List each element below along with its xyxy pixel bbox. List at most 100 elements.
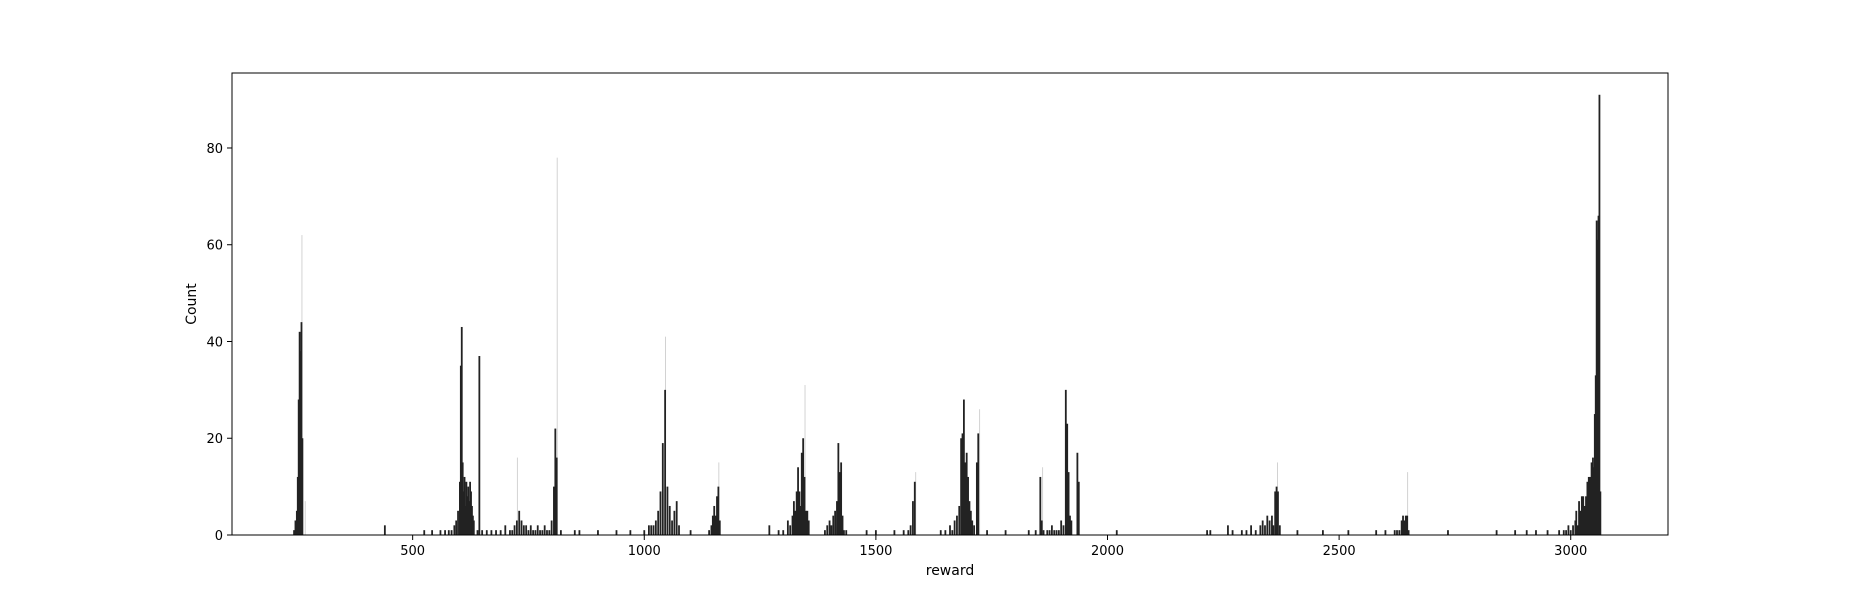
histogram-bar — [661, 443, 664, 535]
histogram-bar — [1277, 491, 1279, 535]
histogram-bar — [971, 520, 974, 535]
x-axis: 500 1000 1500 2000 2500 3000 — [400, 535, 1587, 559]
histogram-bar — [791, 515, 794, 535]
histogram-bar — [462, 491, 465, 535]
histogram-bar — [553, 486, 555, 535]
histogram-bar — [1027, 530, 1030, 535]
histogram-bar — [826, 525, 829, 535]
histogram-bar — [939, 530, 942, 535]
histogram-bar — [792, 501, 795, 535]
histogram-bar — [1546, 530, 1549, 535]
x-tick-label: 1500 — [859, 544, 892, 559]
histogram-bar — [1053, 530, 1056, 535]
histogram-bar — [1227, 525, 1229, 535]
faint-bar — [1042, 467, 1044, 535]
histogram-bar — [1407, 530, 1410, 535]
histogram-bar — [534, 530, 537, 535]
histogram-bar — [1576, 525, 1579, 535]
histogram-bar — [463, 476, 466, 535]
histogram-bar — [657, 510, 660, 535]
histogram-bar — [629, 530, 632, 535]
histogram-bar — [797, 467, 799, 535]
histogram-bar — [652, 525, 655, 535]
histogram-bar — [965, 452, 968, 535]
histogram-bar — [554, 428, 557, 535]
histogram-bar — [902, 530, 905, 535]
histogram-bar — [654, 520, 657, 535]
histogram-bar — [1209, 530, 1212, 535]
histogram-bar — [515, 520, 518, 535]
histogram-bar — [1393, 530, 1396, 535]
histogram-bar — [671, 520, 673, 535]
histogram-bar — [832, 515, 835, 535]
histogram-bar — [800, 452, 803, 535]
histogram-bar — [293, 530, 295, 535]
histogram-bar — [457, 510, 459, 535]
histogram-bar — [578, 530, 581, 535]
histogram-bar — [648, 525, 650, 535]
histogram-bar — [1402, 515, 1404, 535]
histogram-bar — [1583, 505, 1586, 535]
histogram-bar — [1060, 520, 1063, 535]
histogram-bar — [525, 525, 528, 535]
histogram-bar — [806, 510, 809, 535]
histogram-bar — [967, 476, 969, 535]
histogram-bar — [828, 520, 831, 535]
faint-bar — [516, 457, 518, 535]
histogram-bar — [1587, 476, 1590, 535]
histogram-bar — [1070, 520, 1073, 535]
histogram-bar — [643, 530, 646, 535]
histogram-bar — [893, 530, 896, 535]
histogram-bar — [1384, 530, 1387, 535]
histogram-bar — [1266, 515, 1269, 535]
histogram-bar — [1578, 501, 1580, 535]
histogram-bar — [513, 525, 516, 535]
histogram-bar — [527, 530, 530, 535]
histogram-bar — [543, 525, 546, 535]
histogram-bar — [986, 530, 988, 535]
histogram-bar — [541, 530, 544, 535]
histogram-bar — [453, 525, 456, 535]
histogram-bar — [1396, 530, 1398, 535]
histogram-bar — [1575, 510, 1578, 535]
histogram-bar — [499, 530, 502, 535]
histogram-bar — [843, 530, 845, 535]
histogram-bar — [1039, 476, 1042, 535]
histogram-bar — [1040, 520, 1043, 535]
histogram-bar — [1004, 530, 1007, 535]
histogram-bar — [973, 525, 975, 535]
histogram-bar — [1495, 530, 1498, 535]
histogram-bar — [845, 530, 848, 535]
histogram-bar — [840, 462, 843, 535]
histogram-bar — [299, 351, 302, 535]
histogram-bar — [907, 530, 910, 535]
histogram-bar — [1582, 496, 1585, 535]
histogram-bar — [718, 520, 721, 535]
faint-bar — [304, 501, 306, 535]
histogram-bar — [470, 491, 472, 535]
histogram-bar — [1261, 520, 1264, 535]
y-axis: 0 20 40 60 80 — [206, 142, 232, 544]
axes-frame — [231, 72, 1669, 536]
histogram-bar — [1596, 239, 1599, 535]
faint-bar — [556, 157, 558, 535]
histogram-bar — [529, 525, 532, 535]
histogram-bar — [913, 481, 916, 535]
histogram-bar — [1585, 496, 1587, 535]
histogram-bar — [1558, 530, 1561, 535]
y-tick-label: 60 — [206, 239, 223, 254]
histogram-bar — [1597, 215, 1600, 535]
histogram-bar — [1525, 530, 1528, 535]
histogram-bar — [1062, 525, 1065, 535]
histogram-bar — [666, 486, 669, 535]
y-tick-label: 40 — [206, 335, 223, 350]
y-tick-label: 80 — [206, 142, 223, 157]
histogram-bar — [522, 525, 525, 535]
histogram-bar — [951, 530, 954, 535]
histogram-bar — [1046, 530, 1049, 535]
histogram-bar — [450, 530, 453, 535]
histogram-bar — [471, 505, 473, 535]
histogram-bar — [455, 520, 458, 535]
histogram-bar — [439, 530, 442, 535]
histogram-bar — [509, 530, 511, 535]
